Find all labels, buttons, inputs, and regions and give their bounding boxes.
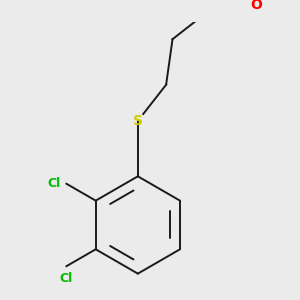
Text: Cl: Cl [60,272,73,285]
Text: Cl: Cl [48,177,61,190]
Text: O: O [250,0,262,12]
Text: S: S [133,114,143,128]
